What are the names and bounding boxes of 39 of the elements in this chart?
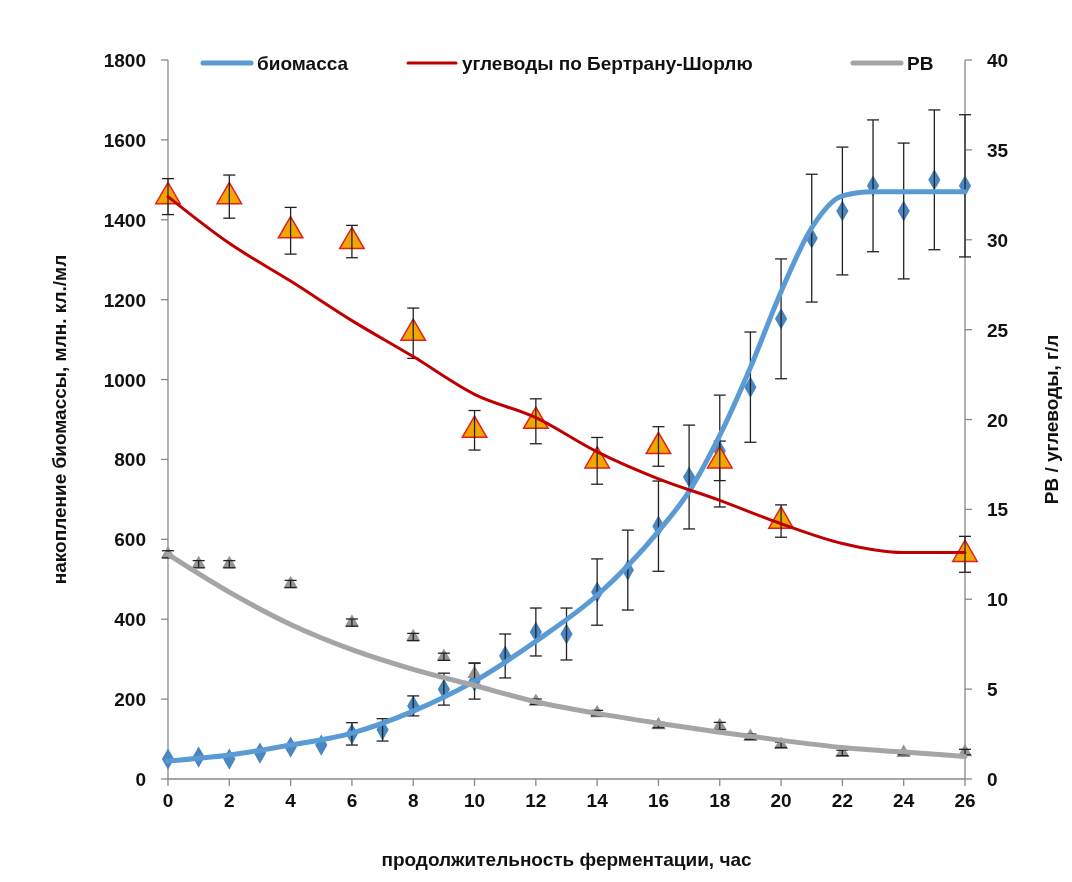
x-tick-label: 12 [525, 790, 547, 811]
y-tick-label: 400 [114, 609, 146, 631]
x-tick-label: 26 [954, 790, 976, 811]
legend-label: биомасса [257, 53, 349, 74]
y2-tick-label: 0 [987, 769, 998, 790]
y2-tick-label: 40 [987, 50, 1009, 71]
legend-label: РВ [907, 53, 934, 74]
y-tick-label: 1600 [103, 129, 146, 151]
y2-tick-label: 15 [987, 499, 1009, 521]
x-tick-label: 16 [647, 790, 670, 811]
y-tick-label: 600 [114, 529, 146, 551]
y-tick-label: 200 [114, 689, 146, 711]
x-tick-label: 8 [407, 790, 419, 811]
x-tick-label: 20 [770, 790, 792, 811]
x-tick-label: 22 [831, 790, 853, 811]
y-tick-label: 1800 [103, 50, 146, 71]
x-tick-label: 18 [709, 790, 731, 811]
x-tick-label: 24 [893, 790, 915, 811]
y-tick-label: 800 [114, 449, 146, 471]
y2-tick-label: 30 [987, 229, 1009, 251]
y-tick-label: 1400 [103, 209, 146, 231]
x-tick-label: 6 [346, 790, 358, 811]
x-tick-label: 4 [285, 790, 297, 811]
y2-tick-label: 20 [987, 409, 1009, 431]
y2-tick-label: 25 [987, 319, 1009, 341]
x-tick-label: 14 [586, 790, 609, 811]
y2-axis-title: РВ / углеводы, г/л [1041, 334, 1062, 505]
y2-tick-label: 35 [987, 139, 1009, 161]
legend-label: углеводы по Бертрану-Шорлю [462, 53, 753, 74]
y-tick-label: 0 [135, 769, 146, 790]
x-tick-label: 2 [224, 790, 235, 811]
x-tick-label: 0 [162, 790, 174, 811]
y2-tick-label: 10 [987, 589, 1009, 611]
y-axis-title: накопление биомассы, млн. кл./мл [49, 254, 70, 585]
x-tick-label: 10 [463, 790, 486, 811]
y-tick-label: 1200 [103, 289, 146, 311]
y2-tick-label: 5 [987, 679, 998, 701]
x-axis-title: продолжительность ферментации, час [381, 849, 753, 870]
y-tick-label: 1000 [103, 369, 146, 391]
